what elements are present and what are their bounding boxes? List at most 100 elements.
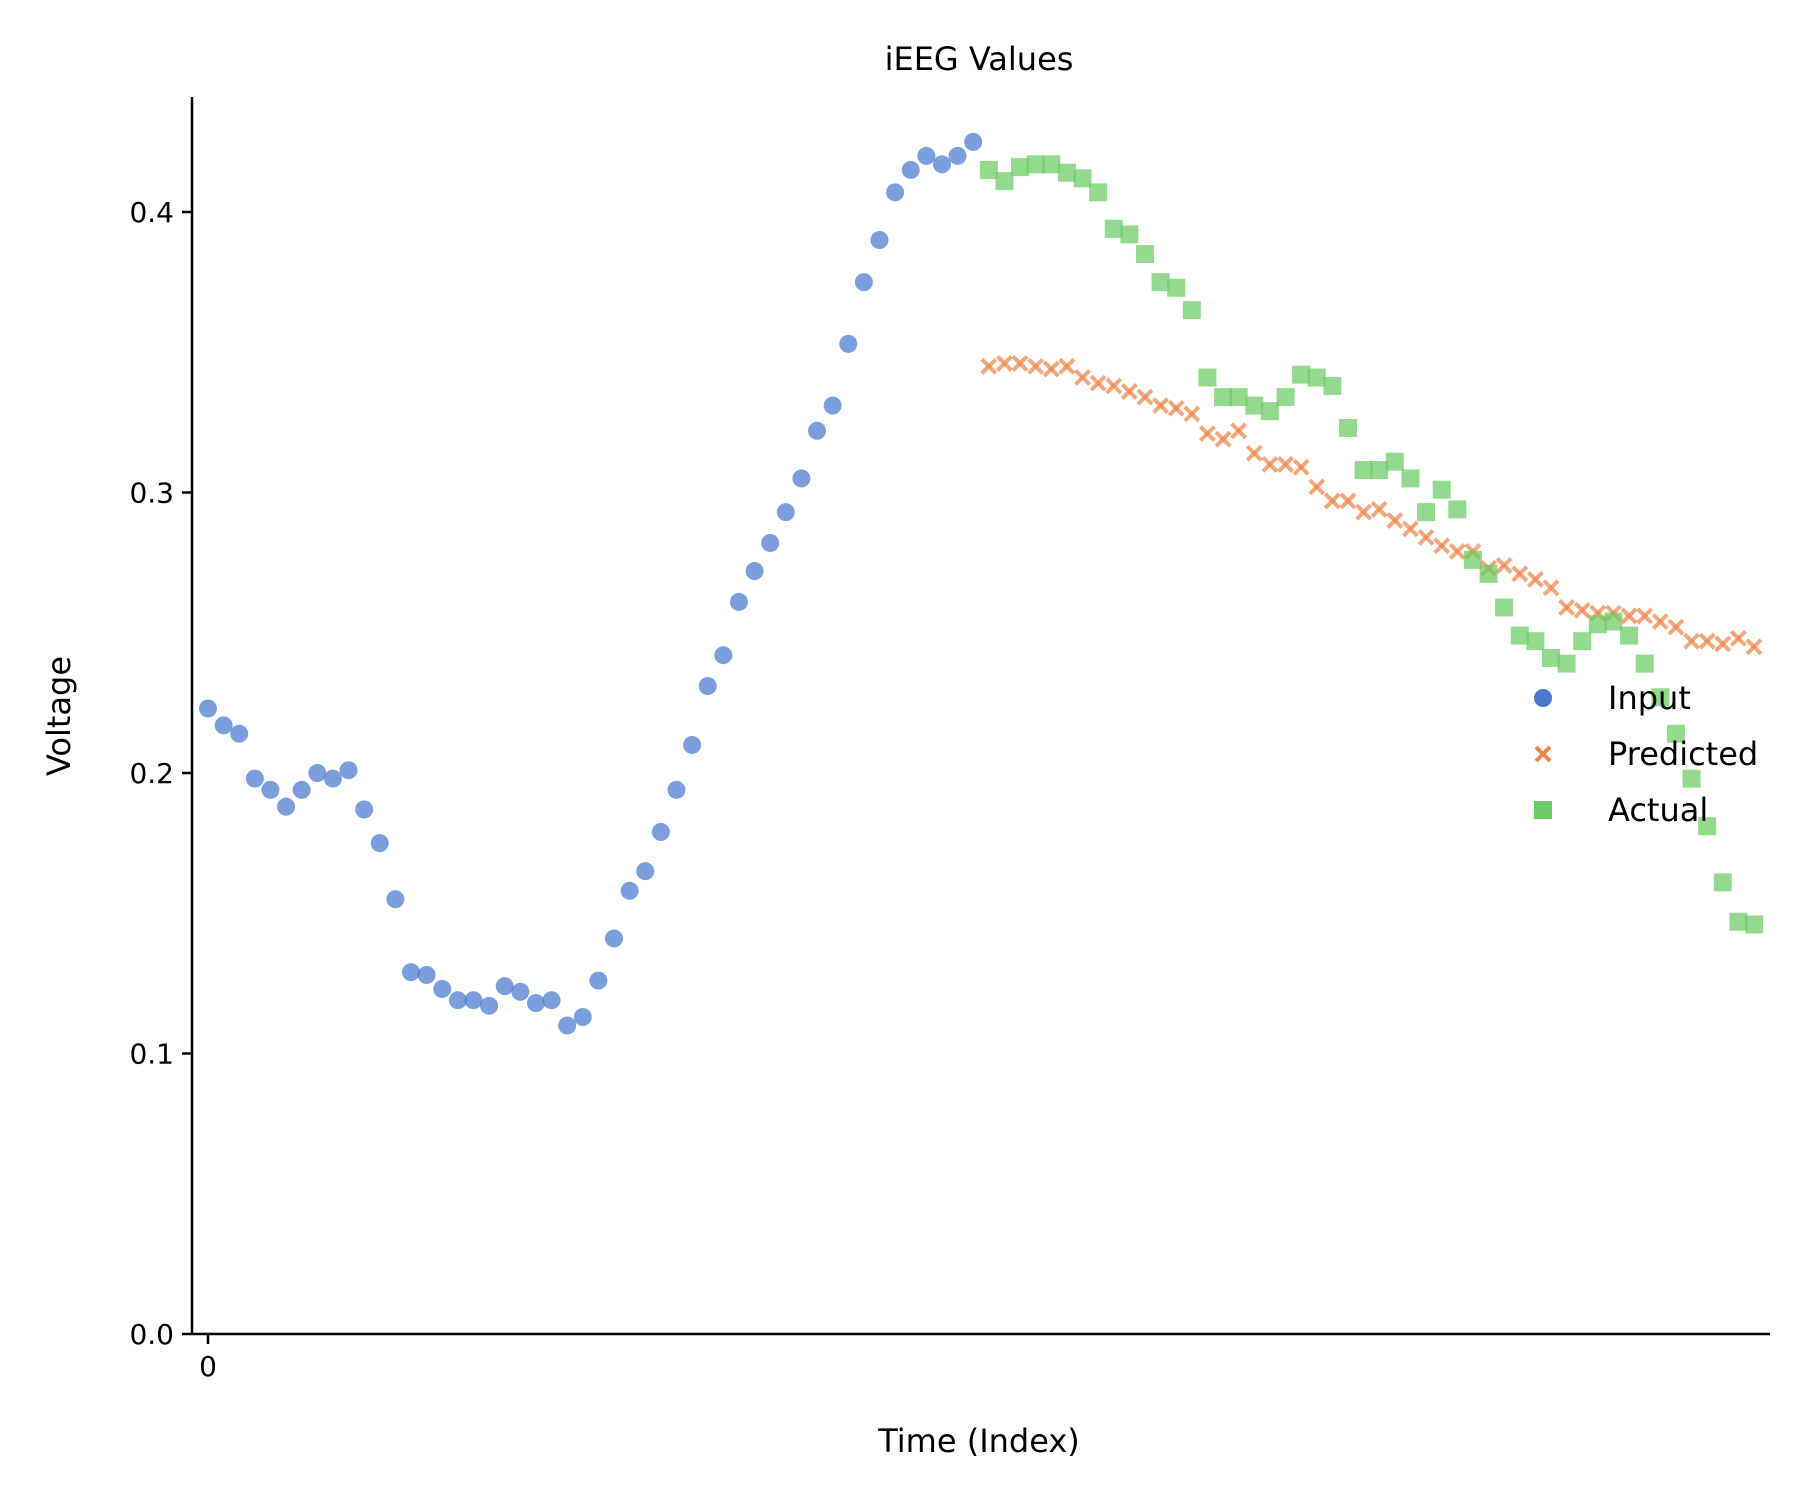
data-point-actual <box>1198 368 1217 387</box>
data-point-actual <box>1385 452 1404 471</box>
data-point-actual <box>1479 564 1498 583</box>
data-point-predicted <box>1199 425 1216 443</box>
data-point-actual <box>1370 461 1389 480</box>
data-point-predicted <box>1448 542 1466 560</box>
data-point-predicted <box>1167 399 1185 417</box>
data-point-predicted <box>1745 638 1763 656</box>
data-point-input <box>277 797 296 816</box>
data-point-predicted <box>1526 571 1544 588</box>
data-point-predicted <box>1152 397 1170 414</box>
data-point-actual <box>1120 225 1139 244</box>
legend-marker <box>1534 801 1552 819</box>
data-point-input <box>370 834 389 853</box>
data-point-predicted <box>1339 492 1357 510</box>
data-point-actual <box>1432 480 1451 499</box>
data-point-predicted <box>1214 430 1232 448</box>
data-point-input <box>729 592 748 611</box>
data-point-predicted <box>1355 503 1373 521</box>
data-point-predicted <box>1402 520 1419 538</box>
data-point-input <box>433 979 452 998</box>
data-point-actual <box>1651 688 1670 707</box>
data-point-actual <box>1417 503 1436 522</box>
y-tick-label: 0.3 <box>129 477 174 510</box>
data-point-predicted <box>1620 607 1638 625</box>
data-point-predicted <box>1698 632 1716 650</box>
data-point-input <box>573 1008 592 1027</box>
data-point-predicted <box>1667 618 1685 636</box>
data-point-input <box>261 780 280 799</box>
data-point-actual <box>1448 500 1467 519</box>
data-point-predicted <box>1245 444 1263 462</box>
data-point-predicted <box>1651 613 1669 630</box>
data-point-actual <box>1276 388 1295 407</box>
data-point-actual <box>1495 598 1514 617</box>
data-point-actual <box>1463 550 1482 569</box>
data-point-input <box>823 396 842 415</box>
data-point-actual <box>995 172 1014 191</box>
data-point-actual <box>1323 376 1342 395</box>
data-point-actual <box>1620 626 1639 645</box>
data-point-predicted <box>980 357 998 375</box>
data-point-actual <box>1135 245 1154 264</box>
data-point-predicted <box>1058 357 1076 375</box>
data-point-actual <box>1057 163 1076 182</box>
data-point-actual <box>1042 155 1061 174</box>
data-point-predicted <box>1120 383 1138 400</box>
data-point-actual <box>1338 418 1357 437</box>
data-point-predicted <box>1386 512 1404 529</box>
data-point-predicted <box>1074 369 1091 386</box>
data-point-input <box>511 982 530 1001</box>
data-point-input <box>714 646 733 665</box>
data-point-actual <box>1588 615 1607 634</box>
series-predicted <box>980 355 1763 656</box>
data-point-predicted <box>1729 629 1747 647</box>
data-point-input <box>495 977 514 996</box>
data-point-actual <box>1401 469 1420 488</box>
data-point-input <box>745 562 764 581</box>
chart-title: iEEG Values <box>885 40 1074 78</box>
data-point-predicted <box>1308 478 1326 496</box>
series-input <box>199 132 983 1035</box>
data-point-input <box>339 761 358 780</box>
data-point-input <box>355 800 374 819</box>
data-point-actual <box>1698 817 1717 836</box>
legend-marker <box>1534 745 1552 763</box>
data-point-predicted <box>1714 635 1732 653</box>
data-point-predicted <box>1511 565 1529 583</box>
data-point-input <box>932 155 951 174</box>
data-point-input <box>854 273 873 292</box>
data-point-predicted <box>1292 458 1310 476</box>
y-tick-label: 0.4 <box>129 196 174 229</box>
data-point-actual <box>1541 648 1560 667</box>
data-point-input <box>698 677 717 696</box>
data-point-actual <box>1354 461 1373 480</box>
data-point-input <box>480 996 499 1015</box>
x-tick-label: 0 <box>199 1350 217 1383</box>
data-point-input <box>792 469 811 488</box>
plot-points <box>199 132 1763 1035</box>
data-point-actual <box>1245 396 1264 415</box>
data-point-predicted <box>1558 599 1576 616</box>
data-point-input <box>526 994 545 1013</box>
data-point-actual <box>1292 365 1311 384</box>
data-point-input <box>917 146 936 165</box>
data-point-predicted <box>1433 537 1451 555</box>
data-point-input <box>620 881 639 900</box>
x-ticks: 0 <box>199 1334 217 1383</box>
data-point-actual <box>1182 301 1201 320</box>
data-point-input <box>199 699 217 718</box>
data-point-actual <box>1089 183 1108 202</box>
data-point-input <box>761 533 780 552</box>
data-point-input <box>589 971 608 990</box>
data-point-input <box>683 735 702 754</box>
data-point-actual <box>1526 632 1545 651</box>
legend-item-input: Input <box>1534 679 1691 717</box>
legend: Input Predicted Actual <box>1534 679 1758 829</box>
data-point-actual <box>1682 769 1701 788</box>
data-point-input <box>214 716 233 735</box>
y-tick-label: 0.0 <box>129 1318 174 1351</box>
x-axis-label: Time (Index) <box>877 1422 1080 1460</box>
data-point-predicted <box>1261 456 1279 473</box>
y-tick-label: 0.2 <box>129 757 174 790</box>
